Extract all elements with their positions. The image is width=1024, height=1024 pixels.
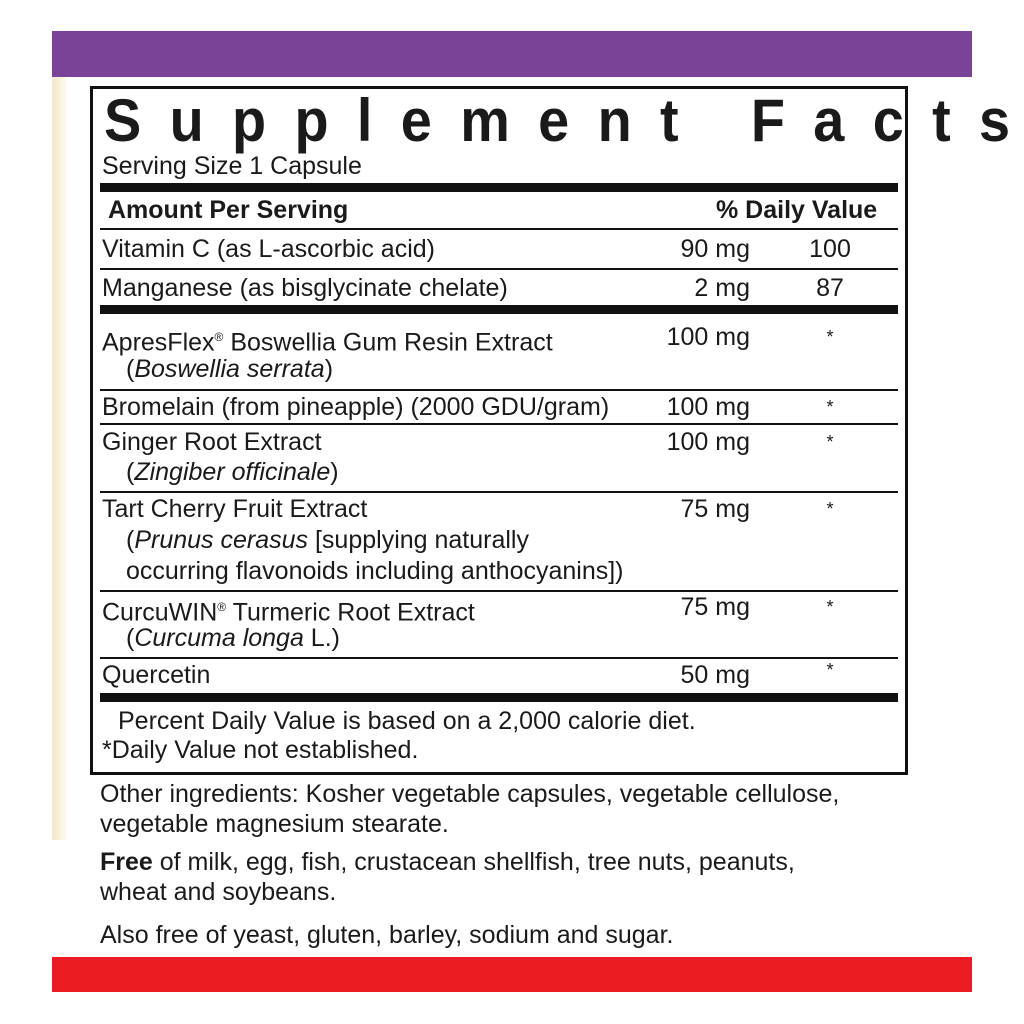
nutrient-name: Manganese (as bisglycinate chelate) [102,274,508,302]
ingredient-dv: * [826,397,834,417]
package-edge [52,77,68,840]
free-of-statement: Free of milk, egg, fish, crustacean shel… [100,848,795,876]
ingredient-dv: * [826,597,834,617]
divider [100,590,898,592]
ingredient-dv: * [826,432,834,452]
ingredient-source: (Zingiber officinale) [126,458,339,486]
divider [100,228,898,230]
serving-size: Serving Size 1 Capsule [102,152,362,180]
divider [100,491,898,493]
top-color-band [52,31,972,77]
nutrient-dv: 100 [809,235,851,263]
ingredient-name: Quercetin [102,661,211,689]
daily-value-header: % Daily Value [716,196,878,224]
ingredient-source: (Curcuma longa L.) [126,624,340,652]
ingredient-name: Bromelain (from pineapple) (2000 GDU/gra… [102,393,610,421]
ingredient-amount: 75 mg [680,495,750,523]
nutrient-name: Vitamin C (as L-ascorbic acid) [102,235,435,263]
amount-per-serving-header: Amount Per Serving [108,196,349,224]
divider [100,657,898,659]
ingredient-amount: 100 mg [666,393,750,421]
ingredient-source: (Boswellia serrata) [126,355,334,383]
ingredient-name: Ginger Root Extract [102,428,322,456]
footnote-daily-value: Percent Daily Value is based on a 2,000 … [118,707,696,735]
nutrient-dv: 87 [816,274,844,302]
free-of-statement-cont: wheat and soybeans. [100,878,337,906]
nutrient-amount: 90 mg [680,235,750,263]
ingredient-amount: 50 mg [680,661,750,689]
divider [100,268,898,270]
footnote-not-established: *Daily Value not established. [102,736,419,764]
bottom-color-band [52,957,972,992]
nutrient-amount: 2 mg [694,274,750,302]
ingredient-source: (Prunus cerasus [supplying naturally [126,526,529,554]
ingredient-amount: 75 mg [680,593,750,621]
ingredient-dv: * [826,499,834,519]
other-ingredients: Other ingredients: Kosher vegetable caps… [100,780,840,808]
ingredient-name: Tart Cherry Fruit Extract [102,495,368,523]
ingredient-dv: * [826,660,834,680]
divider-thick [100,183,898,192]
ingredient-name: ApresFlex® Boswellia Gum Resin Extract [102,328,553,357]
divider-thick [100,693,898,702]
other-ingredients-cont: vegetable magnesium stearate. [100,810,449,838]
divider [100,389,898,391]
ingredient-source-cont: occurring flavonoids including anthocyan… [126,557,624,585]
panel-title: Supplement Facts [104,87,1024,154]
also-free-statement: Also free of yeast, gluten, barley, sodi… [100,921,674,949]
supplement-facts-panel [90,86,908,775]
ingredient-name: CurcuWIN® Turmeric Root Extract [102,598,475,627]
divider-thick [100,305,898,314]
ingredient-dv: * [826,327,834,347]
divider [100,423,898,425]
ingredient-amount: 100 mg [666,323,750,351]
ingredient-amount: 100 mg [666,428,750,456]
